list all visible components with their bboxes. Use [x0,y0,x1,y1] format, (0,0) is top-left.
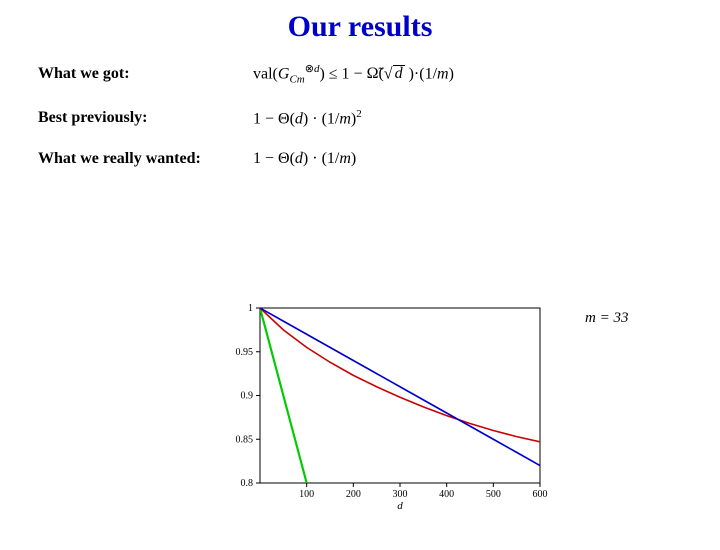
svg-text:600: 600 [533,489,548,500]
txt: ) · (1/ [303,150,339,167]
txt: m = 33 [585,310,628,326]
svg-text:300: 300 [393,489,408,500]
chart-svg: 0.8 0.85 0.9 0.95 1 100 200 300 400 500 600 d [220,300,550,510]
txt: ) [351,150,356,167]
row-formula: 1 − Θ(d) · (1/m) [253,150,356,168]
sqrt-arg: d [395,65,403,82]
svg-text:0.9: 0.9 [241,391,254,402]
txt: m [339,110,351,127]
radical: √ [384,65,393,82]
svg-text:0.85: 0.85 [236,434,254,445]
row-formula: val(GCm⊗d) ≤ 1 − Ω̃(√d )·(1/m) [253,62,454,86]
txt: G [278,65,290,82]
slide-title: Our results [0,10,720,44]
row-formula: 1 − Θ(d) · (1/m)2 [253,108,362,128]
svg-text:d: d [397,500,403,510]
row-what-we-got: What we got: val(GCm⊗d) ≤ 1 − Ω̃(√d )·(1… [38,62,720,86]
svg-text:400: 400 [439,489,454,500]
txt: 1 − Θ( [253,150,295,167]
m-annotation: m = 33 [585,310,628,327]
row-label: What we really wanted: [38,150,253,168]
txt: ) [449,65,454,82]
txt: ) · (1/ [303,110,339,127]
sup: 2 [356,108,362,120]
row-what-we-wanted: What we really wanted: 1 − Θ(d) · (1/m) [38,150,720,168]
svg-text:100: 100 [299,489,314,500]
svg-text:500: 500 [486,489,501,500]
txt: )·(1/ [405,65,437,82]
txt: ⊗ [305,63,314,75]
txt: ) ≤ 1 − [319,65,366,82]
svg-text:1: 1 [248,303,253,314]
svg-text:200: 200 [346,489,361,500]
svg-text:0.95: 0.95 [236,347,254,358]
txt: d [295,150,303,167]
bounds-chart: 0.8 0.85 0.9 0.95 1 100 200 300 400 500 600 d [220,300,550,515]
row-label: What we got: [38,65,253,83]
txt: d [295,110,303,127]
row-best-previously: Best previously: 1 − Θ(d) · (1/m)2 [38,108,720,128]
txt: 1 − Θ( [253,110,295,127]
sub: Cm [289,74,304,86]
txt: val( [253,65,278,82]
svg-text:0.8: 0.8 [241,478,254,489]
txt: m [339,150,351,167]
results-list: What we got: val(GCm⊗d) ≤ 1 − Ω̃(√d )·(1… [38,62,720,168]
txt: m [437,65,449,82]
omega-tilde: Ω̃( [367,65,384,82]
row-label: Best previously: [38,109,253,127]
